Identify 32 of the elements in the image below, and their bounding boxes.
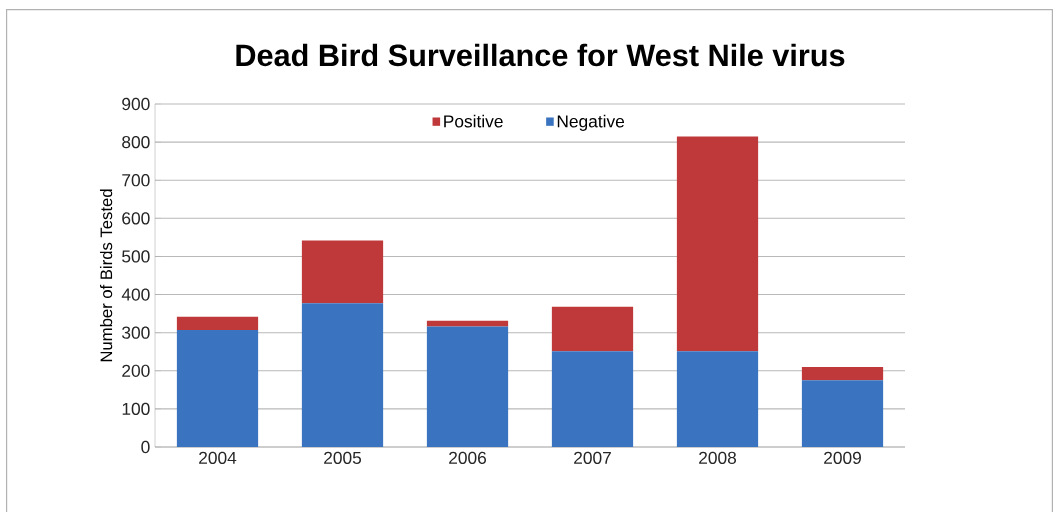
y-tick-label: 600 xyxy=(122,212,150,225)
y-tick-label: 700 xyxy=(122,174,150,187)
bar xyxy=(176,316,259,330)
x-tick-label: 2008 xyxy=(699,451,737,464)
y-tick-label: 400 xyxy=(121,288,150,301)
x-tick-label: 2004 xyxy=(199,451,237,464)
bar xyxy=(801,380,884,447)
y-axis-title: Number of Birds Tested xyxy=(99,189,113,362)
bar xyxy=(176,330,259,447)
bar xyxy=(551,351,634,447)
legend-label: Positive xyxy=(444,114,503,128)
y-tick-label: 100 xyxy=(122,402,150,416)
y-tick-label: 500 xyxy=(122,250,150,263)
bar xyxy=(551,306,634,352)
x-tick-label: 2006 xyxy=(449,451,487,464)
y-tick-label: 800 xyxy=(122,135,150,149)
x-tick-label: 2007 xyxy=(574,451,611,464)
legend-label: Negative xyxy=(557,114,625,131)
bar xyxy=(301,240,384,304)
bar xyxy=(676,136,759,352)
bar xyxy=(676,351,759,447)
bar xyxy=(301,303,384,447)
y-tick-label: 200 xyxy=(122,364,150,377)
y-tick-label: 0 xyxy=(141,440,150,454)
bar xyxy=(426,320,509,327)
bar xyxy=(801,366,884,381)
x-tick-label: 2005 xyxy=(324,451,362,464)
x-tick-label: 2009 xyxy=(824,451,861,464)
bar xyxy=(426,326,509,447)
y-tick-label: 300 xyxy=(122,326,150,339)
y-tick-label: 900 xyxy=(122,97,150,111)
chart-title: Dead Bird Surveillance for West Nile virus xyxy=(236,43,845,67)
